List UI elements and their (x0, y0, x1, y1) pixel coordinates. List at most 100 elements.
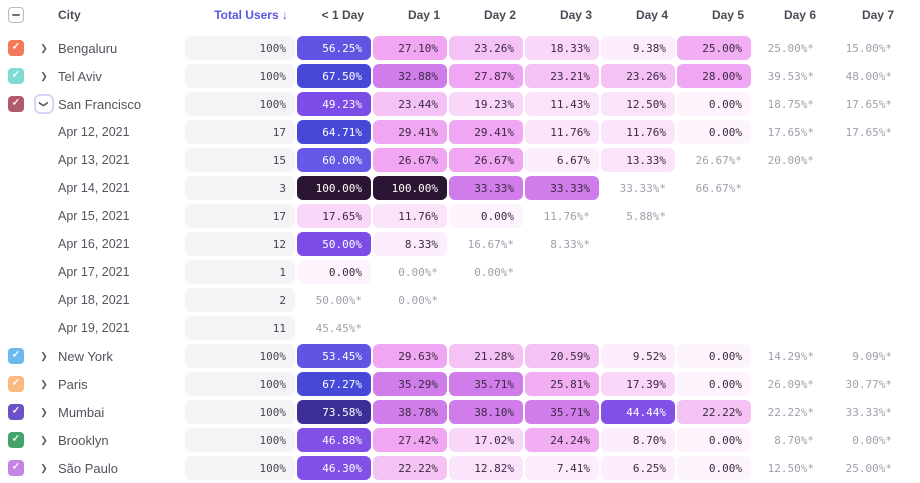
retention-value-pill[interactable]: 8.33% (373, 232, 447, 256)
retention-estimate-value[interactable]: 17.65%* (845, 97, 892, 111)
retention-value-pill[interactable]: 29.41% (373, 120, 447, 144)
retention-estimate-value[interactable]: 8.70%* (774, 433, 814, 447)
retention-value-pill[interactable]: 0.00% (677, 372, 751, 396)
retention-estimate-value[interactable]: 11.76%* (543, 209, 590, 223)
retention-estimate-value[interactable]: 50.00%* (315, 293, 362, 307)
retention-value-pill[interactable]: 26.67% (373, 148, 447, 172)
total-users-value[interactable]: 1 (185, 260, 295, 284)
retention-value-pill[interactable]: 17.65% (297, 204, 371, 228)
retention-value-pill[interactable]: 25.00% (677, 36, 751, 60)
retention-value-pill[interactable]: 7.41% (525, 456, 599, 480)
retention-value-pill[interactable]: 100.00% (373, 176, 447, 200)
retention-value-pill[interactable]: 32.88% (373, 64, 447, 88)
total-users-value[interactable]: 100% (185, 372, 295, 396)
retention-value-pill[interactable]: 22.22% (677, 400, 751, 424)
retention-value-pill[interactable]: 35.71% (449, 372, 523, 396)
row-checkbox[interactable]: ✓ (8, 68, 24, 84)
chevron-right-icon[interactable]: ❯ (40, 350, 48, 361)
row-checkbox[interactable]: ✓ (8, 96, 24, 112)
retention-value-pill[interactable]: 23.26% (449, 36, 523, 60)
total-users-value[interactable]: 100% (185, 344, 295, 368)
retention-value-pill[interactable]: 12.50% (601, 92, 675, 116)
row-checkbox[interactable]: ✓ (8, 376, 24, 392)
total-users-value[interactable]: 100% (185, 400, 295, 424)
retention-value-pill[interactable]: 13.33% (601, 148, 675, 172)
retention-value-pill[interactable]: 23.21% (525, 64, 599, 88)
retention-estimate-value[interactable]: 9.09%* (852, 349, 892, 363)
retention-value-pill[interactable]: 49.23% (297, 92, 371, 116)
retention-value-pill[interactable]: 11.76% (373, 204, 447, 228)
chevron-right-icon[interactable]: ❯ (40, 434, 48, 445)
column-header-day-0[interactable]: < 1 Day (321, 8, 364, 22)
row-checkbox[interactable]: ✓ (8, 404, 24, 420)
chevron-right-icon[interactable]: ❯ (40, 406, 48, 417)
row-checkbox[interactable]: ✓ (8, 40, 24, 56)
row-checkbox[interactable]: ✓ (8, 460, 24, 476)
retention-estimate-value[interactable]: 12.50%* (767, 461, 814, 475)
retention-estimate-value[interactable]: 0.00%* (852, 433, 892, 447)
retention-value-pill[interactable]: 19.23% (449, 92, 523, 116)
retention-value-pill[interactable]: 11.76% (525, 120, 599, 144)
retention-value-pill[interactable]: 18.33% (525, 36, 599, 60)
total-users-value[interactable]: 2 (185, 288, 295, 312)
total-users-value[interactable]: 17 (185, 204, 295, 228)
column-header-day-5[interactable]: Day 5 (711, 8, 744, 22)
retention-value-pill[interactable]: 0.00% (677, 344, 751, 368)
retention-value-pill[interactable]: 27.87% (449, 64, 523, 88)
retention-value-pill[interactable]: 6.67% (525, 148, 599, 172)
retention-value-pill[interactable]: 67.50% (297, 64, 371, 88)
retention-value-pill[interactable]: 12.82% (449, 456, 523, 480)
retention-value-pill[interactable]: 23.26% (601, 64, 675, 88)
retention-value-pill[interactable]: 29.41% (449, 120, 523, 144)
retention-value-pill[interactable]: 8.70% (601, 428, 675, 452)
retention-value-pill[interactable]: 21.28% (449, 344, 523, 368)
retention-value-pill[interactable]: 67.27% (297, 372, 371, 396)
retention-estimate-value[interactable]: 45.45%* (315, 321, 362, 335)
select-all-checkbox[interactable] (8, 7, 24, 23)
retention-value-pill[interactable]: 0.00% (449, 204, 523, 228)
retention-value-pill[interactable]: 35.71% (525, 400, 599, 424)
total-users-value[interactable]: 100% (185, 64, 295, 88)
retention-value-pill[interactable]: 53.45% (297, 344, 371, 368)
retention-value-pill[interactable]: 46.30% (297, 456, 371, 480)
retention-value-pill[interactable]: 44.44% (601, 400, 675, 424)
retention-value-pill[interactable]: 27.42% (373, 428, 447, 452)
retention-estimate-value[interactable]: 26.67%* (695, 153, 742, 167)
total-users-value[interactable]: 17 (185, 120, 295, 144)
chevron-down-icon[interactable]: ❯ (34, 94, 54, 114)
chevron-right-icon[interactable]: ❯ (40, 378, 48, 389)
column-header-city[interactable]: City (58, 8, 81, 22)
retention-estimate-value[interactable]: 8.33%* (550, 237, 590, 251)
retention-value-pill[interactable]: 0.00% (677, 456, 751, 480)
total-users-value[interactable]: 12 (185, 232, 295, 256)
retention-value-pill[interactable]: 9.38% (601, 36, 675, 60)
retention-value-pill[interactable]: 64.71% (297, 120, 371, 144)
retention-value-pill[interactable]: 38.10% (449, 400, 523, 424)
total-users-value[interactable]: 11 (185, 316, 295, 340)
retention-estimate-value[interactable]: 0.00%* (474, 265, 514, 279)
retention-value-pill[interactable]: 17.02% (449, 428, 523, 452)
retention-estimate-value[interactable]: 18.75%* (767, 97, 814, 111)
row-checkbox[interactable]: ✓ (8, 348, 24, 364)
retention-value-pill[interactable]: 24.24% (525, 428, 599, 452)
retention-estimate-value[interactable]: 30.77%* (845, 377, 892, 391)
retention-estimate-value[interactable]: 20.00%* (767, 153, 814, 167)
retention-value-pill[interactable]: 60.00% (297, 148, 371, 172)
retention-estimate-value[interactable]: 48.00%* (845, 69, 892, 83)
retention-value-pill[interactable]: 11.43% (525, 92, 599, 116)
retention-estimate-value[interactable]: 33.33%* (845, 405, 892, 419)
retention-value-pill[interactable]: 20.59% (525, 344, 599, 368)
total-users-value[interactable]: 100% (185, 456, 295, 480)
retention-value-pill[interactable]: 35.29% (373, 372, 447, 396)
retention-value-pill[interactable]: 38.78% (373, 400, 447, 424)
column-header-day-4[interactable]: Day 4 (635, 8, 668, 22)
retention-value-pill[interactable]: 27.10% (373, 36, 447, 60)
retention-value-pill[interactable]: 100.00% (297, 176, 371, 200)
retention-estimate-value[interactable]: 25.00%* (845, 461, 892, 475)
retention-estimate-value[interactable]: 26.09%* (767, 377, 814, 391)
retention-estimate-value[interactable]: 0.00%* (398, 265, 438, 279)
retention-estimate-value[interactable]: 14.29%* (767, 349, 814, 363)
retention-value-pill[interactable]: 33.33% (525, 176, 599, 200)
retention-estimate-value[interactable]: 25.00%* (767, 41, 814, 55)
row-checkbox[interactable]: ✓ (8, 432, 24, 448)
